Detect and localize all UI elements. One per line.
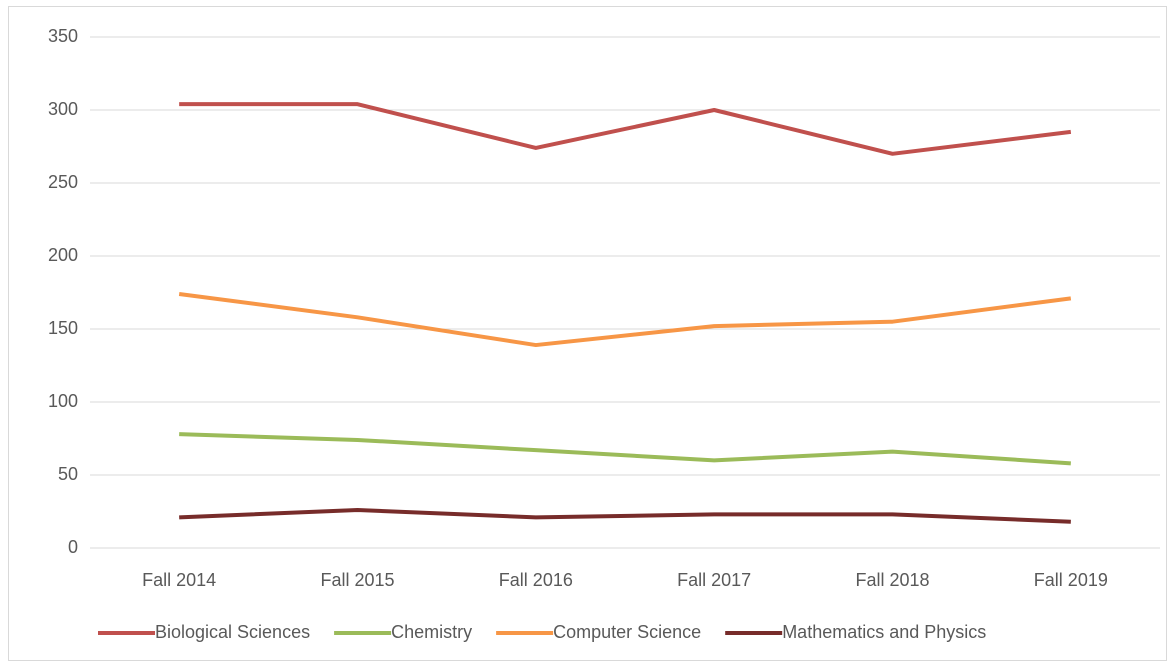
x-tick-label: Fall 2014 [142,570,216,590]
chart-border [8,6,1167,661]
y-tick-label: 100 [48,391,78,411]
legend-label: Chemistry [391,622,472,642]
legend-label: Mathematics and Physics [782,622,986,642]
y-tick-label: 200 [48,245,78,265]
x-tick-label: Fall 2018 [855,570,929,590]
series-line [179,102,1072,156]
series-line [178,291,1072,348]
y-tick-label: 0 [68,537,78,557]
legend-label: Computer Science [553,622,701,642]
series-line [179,432,1071,466]
y-tick-label: 250 [48,172,78,192]
y-tick-label: 350 [48,26,78,46]
x-tick-label: Fall 2016 [499,570,573,590]
legend-label: Biological Sciences [155,622,310,642]
y-tick-label: 300 [48,99,78,119]
x-tick-label: Fall 2017 [677,570,751,590]
y-tick-label: 150 [48,318,78,338]
series-line [179,508,1071,524]
y-tick-label: 50 [58,464,78,484]
x-tick-label: Fall 2015 [320,570,394,590]
x-tick-label: Fall 2019 [1034,570,1108,590]
